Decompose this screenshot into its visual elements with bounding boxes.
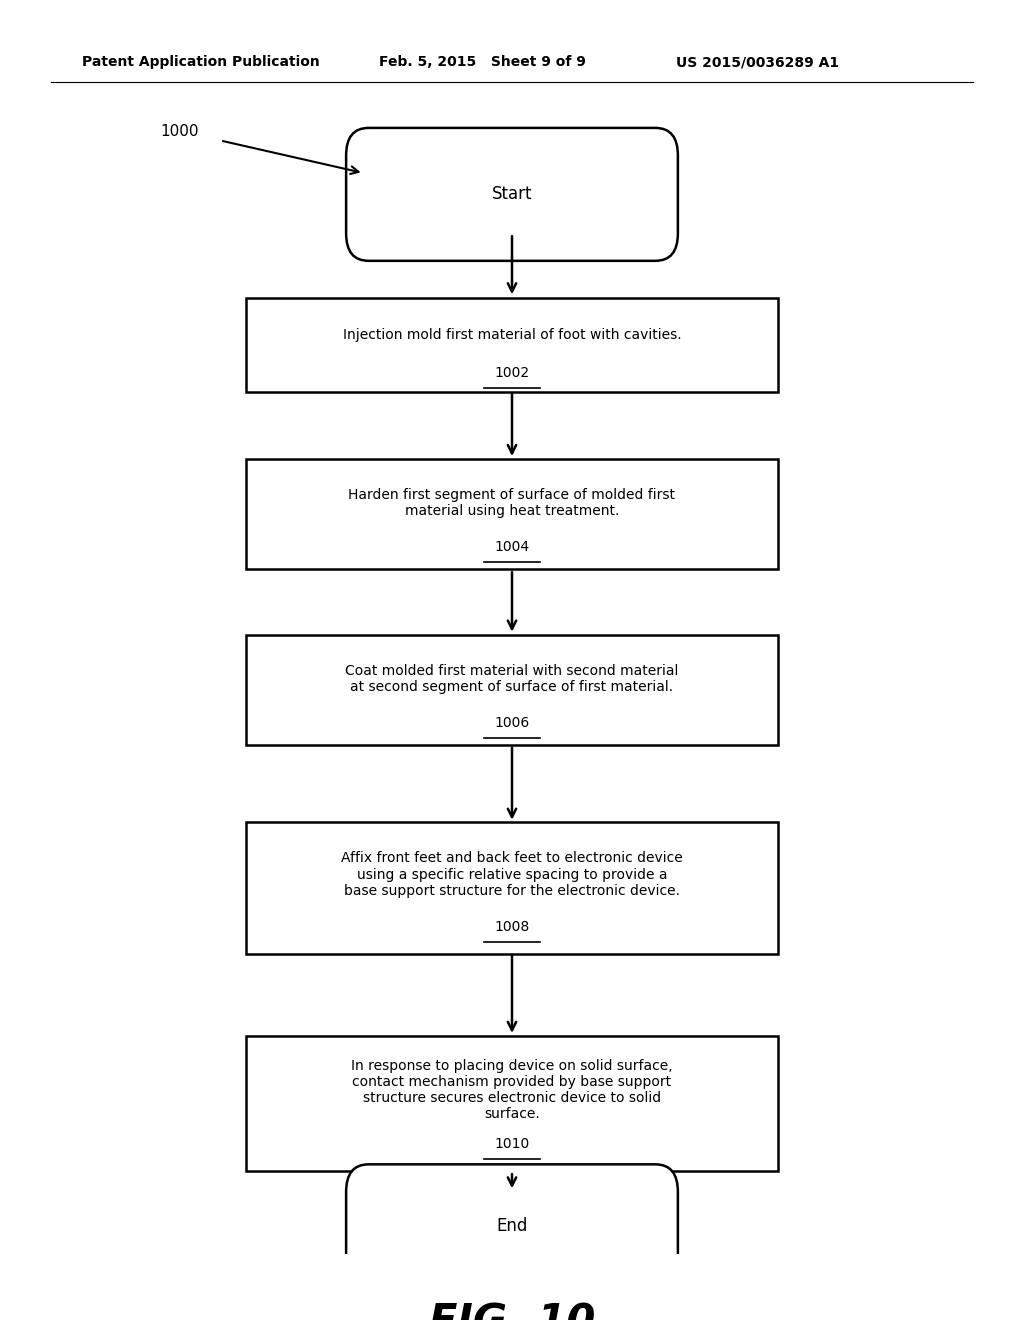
- Text: 1004: 1004: [495, 540, 529, 554]
- Text: In response to placing device on solid surface,
contact mechanism provided by ba: In response to placing device on solid s…: [351, 1059, 673, 1121]
- Text: US 2015/0036289 A1: US 2015/0036289 A1: [676, 55, 839, 70]
- Bar: [246, 635, 778, 744]
- Bar: [246, 822, 778, 953]
- Text: Harden first segment of surface of molded first
material using heat treatment.: Harden first segment of surface of molde…: [348, 488, 676, 519]
- Text: FIG. 10: FIG. 10: [429, 1302, 595, 1320]
- Text: 1002: 1002: [495, 366, 529, 380]
- Text: Patent Application Publication: Patent Application Publication: [82, 55, 319, 70]
- Bar: [246, 459, 778, 569]
- Text: Start: Start: [492, 185, 532, 203]
- Bar: [246, 1036, 778, 1171]
- Text: 1000: 1000: [160, 124, 199, 139]
- Text: 1010: 1010: [495, 1137, 529, 1151]
- Text: Affix front feet and back feet to electronic device
using a specific relative sp: Affix front feet and back feet to electr…: [341, 851, 683, 898]
- Bar: [246, 298, 778, 392]
- FancyBboxPatch shape: [346, 1164, 678, 1288]
- FancyBboxPatch shape: [346, 128, 678, 261]
- Text: 1008: 1008: [495, 920, 529, 935]
- Text: End: End: [497, 1217, 527, 1236]
- Text: Feb. 5, 2015   Sheet 9 of 9: Feb. 5, 2015 Sheet 9 of 9: [379, 55, 586, 70]
- Text: Coat molded first material with second material
at second segment of surface of : Coat molded first material with second m…: [345, 664, 679, 694]
- Text: 1006: 1006: [495, 715, 529, 730]
- Text: Injection mold first material of foot with cavities.: Injection mold first material of foot wi…: [343, 329, 681, 342]
